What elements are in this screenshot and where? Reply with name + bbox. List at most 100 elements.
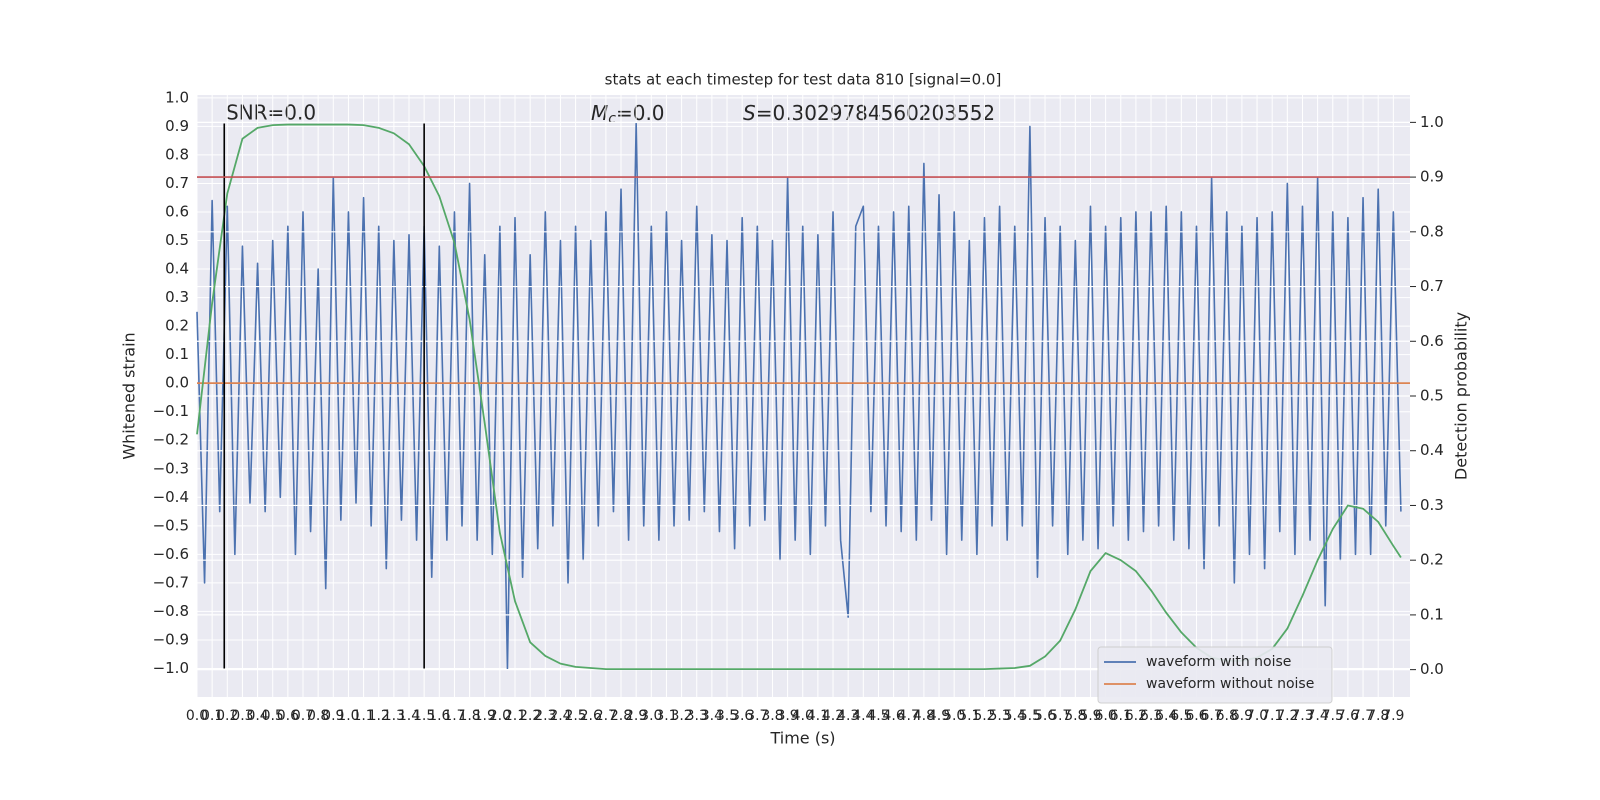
x-tick-label: 0.8 — [307, 708, 329, 724]
legend-box — [1097, 646, 1333, 704]
legend-label: waveform with noise — [1146, 654, 1291, 670]
y2-tick-label: 0.0 — [1420, 660, 1444, 678]
x-tick-label: 5.8 — [1064, 708, 1086, 724]
x-tick-label: 4.5 — [867, 708, 889, 724]
y-tick-label: −0.7 — [153, 573, 189, 591]
x-tick-label: 6.7 — [1200, 708, 1222, 724]
x-tick-label: 7.9 — [1382, 708, 1404, 724]
x-tick-label: 3.0 — [640, 708, 662, 724]
y-tick-label: −0.1 — [153, 402, 189, 420]
y-tick-label: −0.4 — [153, 488, 189, 506]
mc-subscript: c — [608, 111, 616, 127]
y-tick-label: −0.5 — [153, 516, 189, 534]
x-tick-label: 5.6 — [1034, 708, 1056, 724]
y-tick-label: 0.2 — [165, 317, 189, 335]
x-tick-label: 4.9 — [928, 708, 950, 724]
x-tick-label: 1.8 — [458, 708, 480, 724]
y2-axis-label: Detection probability — [1452, 312, 1471, 480]
y-tick-label: −0.2 — [153, 431, 189, 449]
x-tick-label: 1.5 — [413, 708, 435, 724]
x-tick-label: 2.9 — [625, 708, 647, 724]
x-tick-label: 6.4 — [1155, 708, 1177, 724]
x-tick-label: 4.6 — [882, 708, 904, 724]
x-tick-label: 0.0 — [186, 708, 208, 724]
x-tick-label: 1.9 — [474, 708, 496, 724]
x-tick-label: 6.0 — [1094, 708, 1116, 724]
x-tick-label: 2.4 — [549, 708, 571, 724]
x-tick-label: 0.2 — [216, 708, 238, 724]
x-tick-label: 7.0 — [1246, 708, 1268, 724]
mc-annotation: Mc=0.0 — [591, 101, 665, 128]
y-tick-label: 0.3 — [165, 288, 189, 306]
x-tick-label: 4.3 — [837, 708, 859, 724]
x-tick-label: 3.9 — [776, 708, 798, 724]
y2-tick-label: 1.0 — [1420, 113, 1444, 131]
y-tick-label: −0.6 — [153, 545, 189, 563]
x-tick-label: 6.5 — [1170, 708, 1192, 724]
x-tick-label: 5.4 — [1004, 708, 1026, 724]
mc-text: =0.0 — [616, 101, 665, 125]
x-tick-label: 1.7 — [443, 708, 465, 724]
x-tick-label: 4.4 — [852, 708, 874, 724]
x-tick-label: 7.4 — [1306, 708, 1328, 724]
x-tick-label: 2.8 — [610, 708, 632, 724]
y-tick-label: 0.6 — [165, 202, 189, 220]
x-tick-label: 5.5 — [1019, 708, 1041, 724]
x-tick-label: 3.1 — [655, 708, 677, 724]
x-tick-label: 0.1 — [201, 708, 223, 724]
y-tick-label: −0.3 — [153, 459, 189, 477]
x-tick-label: 7.6 — [1337, 708, 1359, 724]
y2-tick-label: 0.8 — [1420, 222, 1444, 240]
x-tick-label: 4.0 — [792, 708, 814, 724]
x-tick-label: 5.0 — [943, 708, 965, 724]
x-tick-label: 3.6 — [731, 708, 753, 724]
y-tick-label: 0.8 — [165, 145, 189, 163]
y2-tick-label: 0.3 — [1420, 496, 1444, 514]
s-annotation: S=0.3029784560203552 — [743, 101, 995, 125]
x-tick-label: 2.2 — [519, 708, 541, 724]
y-tick-label: −1.0 — [153, 659, 189, 677]
x-tick-label: 4.2 — [822, 708, 844, 724]
y-tick-label: −0.9 — [153, 630, 189, 648]
x-tick-label: 1.6 — [428, 708, 450, 724]
x-tick-label: 1.0 — [337, 708, 359, 724]
y-tick-label: 0.9 — [165, 117, 189, 135]
x-tick-label: 6.2 — [1125, 708, 1147, 724]
x-tick-label: 1.4 — [398, 708, 420, 724]
x-tick-label: 7.3 — [1291, 708, 1313, 724]
x-tick-label: 6.9 — [1231, 708, 1253, 724]
y2-tick-label: 0.5 — [1420, 387, 1444, 405]
x-tick-label: 4.1 — [807, 708, 829, 724]
x-tick-label: 0.5 — [262, 708, 284, 724]
y-tick-label: 0.5 — [165, 231, 189, 249]
x-tick-label: 7.1 — [1261, 708, 1283, 724]
mc-symbol: M — [591, 101, 608, 125]
x-tick-label: 2.7 — [595, 708, 617, 724]
x-tick-label: 7.5 — [1322, 708, 1344, 724]
x-tick-label: 1.3 — [383, 708, 405, 724]
x-tick-label: 1.1 — [352, 708, 374, 724]
legend-label: waveform without noise — [1146, 676, 1314, 692]
x-tick-label: 3.8 — [761, 708, 783, 724]
y2-tick-label: 0.4 — [1420, 441, 1444, 459]
y2-tick-label: 0.2 — [1420, 551, 1444, 569]
x-tick-label: 4.7 — [898, 708, 920, 724]
x-tick-label: 6.6 — [1185, 708, 1207, 724]
s-symbol: S — [743, 101, 756, 125]
x-tick-label: 5.7 — [1049, 708, 1071, 724]
x-tick-label: 3.2 — [670, 708, 692, 724]
x-tick-label: 0.9 — [322, 708, 344, 724]
y-tick-label: 0.1 — [165, 345, 189, 363]
x-tick-label: 3.3 — [686, 708, 708, 724]
x-tick-label: 2.1 — [504, 708, 526, 724]
x-tick-label: 7.8 — [1367, 708, 1389, 724]
y-tick-label: −0.8 — [153, 602, 189, 620]
x-tick-label: 6.8 — [1216, 708, 1238, 724]
x-tick-label: 0.7 — [292, 708, 314, 724]
x-tick-label: 7.7 — [1352, 708, 1374, 724]
x-tick-label: 2.6 — [580, 708, 602, 724]
y2-tick-label: 0.1 — [1420, 605, 1444, 623]
x-tick-label: 2.0 — [489, 708, 511, 724]
x-tick-label: 2.3 — [534, 708, 556, 724]
